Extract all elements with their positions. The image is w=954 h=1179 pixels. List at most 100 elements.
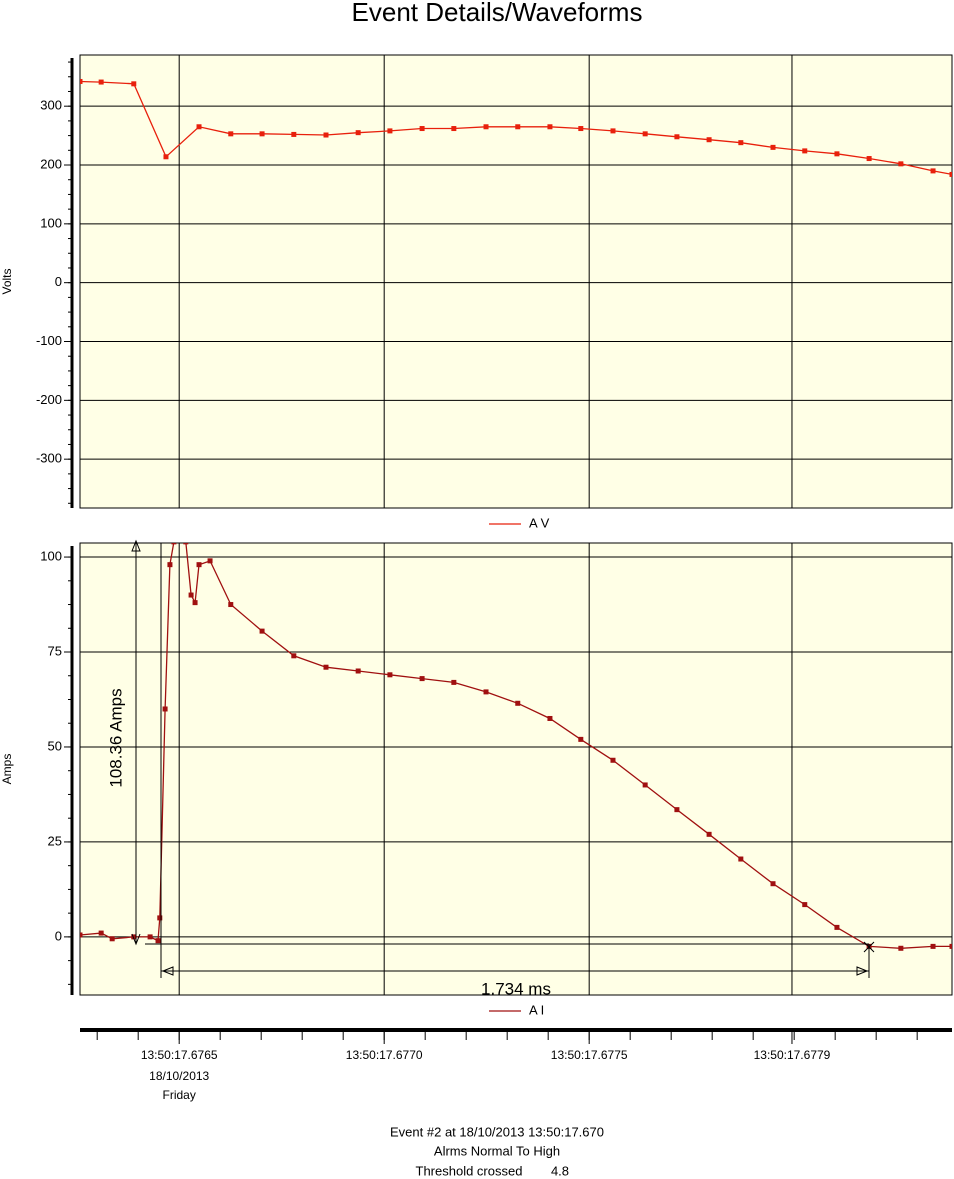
data-point <box>155 938 161 944</box>
legend-label: A V <box>529 515 550 530</box>
data-point <box>387 128 393 134</box>
data-point <box>898 945 904 951</box>
data-point <box>674 134 680 140</box>
data-point <box>834 924 840 930</box>
data-point <box>207 558 213 564</box>
chart: 0 25 50 75 100 Amps 13:50:17.6765 13:50:17.6770… <box>0 542 953 1102</box>
data-point <box>387 672 393 678</box>
y-tick-label: -200 <box>36 392 62 407</box>
data-point <box>183 543 189 545</box>
data-point <box>930 943 936 949</box>
annotations <box>131 539 875 978</box>
data-point <box>547 715 553 721</box>
x-day-label: Friday <box>163 1088 196 1102</box>
data-point <box>738 856 744 862</box>
x-date-label: 18/10/2013 <box>149 1069 209 1083</box>
charts: -300 -200 -100 0 100 200 300 Volts A V 0 25 50 75 100… <box>0 54 953 1102</box>
arrow-head <box>161 966 869 976</box>
data-point <box>259 628 265 634</box>
annotation: 1.734 ms <box>481 979 551 998</box>
data-point <box>547 124 553 130</box>
data-point <box>259 131 265 137</box>
data-point <box>949 171 952 177</box>
data-point <box>642 131 648 137</box>
data-point <box>770 144 776 150</box>
y-tick-label: 25 <box>48 833 62 848</box>
data-point <box>610 128 616 134</box>
data-point <box>157 915 163 921</box>
data-point <box>930 168 936 174</box>
x-tick-label: 13:50:17.6765 <box>141 1048 218 1062</box>
data-point <box>196 124 202 130</box>
data-point <box>419 676 425 682</box>
y-axis-title: Volts <box>0 268 14 294</box>
footer-threshold-label: Threshold crossed <box>416 1163 523 1178</box>
data-point <box>171 543 177 545</box>
y-tick-label: -300 <box>36 451 62 466</box>
data-point <box>228 131 234 137</box>
data-point <box>770 881 776 887</box>
data-point <box>80 78 83 84</box>
data-point <box>642 782 648 788</box>
data-point <box>419 126 425 132</box>
data-point <box>451 679 457 685</box>
data-point <box>483 689 489 695</box>
x-tick-label: 13:50:17.6770 <box>346 1048 423 1062</box>
data-point <box>898 161 904 167</box>
data-point <box>674 807 680 813</box>
x-tick-label: 13:50:17.6779 <box>754 1048 831 1062</box>
footer-event: Event #2 at 18/10/2013 13:50:17.670 <box>390 1124 604 1139</box>
data-point <box>738 140 744 146</box>
y-tick-label: 0 <box>55 928 62 943</box>
data-point <box>834 151 840 157</box>
plot-area <box>79 542 953 996</box>
data-point <box>802 902 808 908</box>
data-point <box>80 932 83 938</box>
cross-mark <box>863 941 875 953</box>
data-point <box>162 706 168 712</box>
y-tick-label: -100 <box>36 333 62 348</box>
y-tick-label: 100 <box>40 548 62 563</box>
data-point <box>866 156 872 162</box>
y-axis-title: Amps <box>0 754 14 785</box>
data-point <box>228 602 234 608</box>
data-point <box>98 79 104 85</box>
x-tick-label: 13:50:17.6775 <box>551 1048 628 1062</box>
data-point <box>291 653 297 659</box>
y-tick-label: 200 <box>40 156 62 171</box>
arrow-head <box>131 539 141 946</box>
footer-alarm: Alrms Normal To High <box>434 1143 560 1158</box>
data-point <box>451 126 457 132</box>
data-point <box>578 126 584 132</box>
data-point <box>355 130 361 136</box>
data-point <box>98 930 104 936</box>
data-point <box>483 124 489 130</box>
data-point <box>578 736 584 742</box>
data-point <box>323 132 329 138</box>
footer-threshold: 4.8 <box>551 1163 569 1178</box>
data-point <box>802 148 808 154</box>
data-point <box>949 943 952 949</box>
annotation: 108.36 Amps <box>106 688 125 787</box>
data-point <box>147 934 153 940</box>
legend-label: A I <box>529 1002 544 1017</box>
y-tick-label: 75 <box>48 643 62 658</box>
chart: -300 -200 -100 0 100 200 300 Volts A V <box>0 54 953 530</box>
data-point <box>131 934 137 940</box>
data-point <box>706 831 712 837</box>
data-point <box>323 664 329 670</box>
data-point <box>196 562 202 568</box>
data-point <box>192 600 198 606</box>
data-point <box>610 757 616 763</box>
data-point <box>515 124 521 130</box>
data-point <box>163 154 169 160</box>
data-point <box>167 562 173 568</box>
data-point <box>355 668 361 674</box>
y-tick-label: 300 <box>40 98 62 113</box>
data-point <box>515 700 521 706</box>
plot-area <box>79 54 953 509</box>
data-point <box>188 592 194 598</box>
y-tick-label: 50 <box>48 738 62 753</box>
y-tick-label: 0 <box>55 274 62 289</box>
